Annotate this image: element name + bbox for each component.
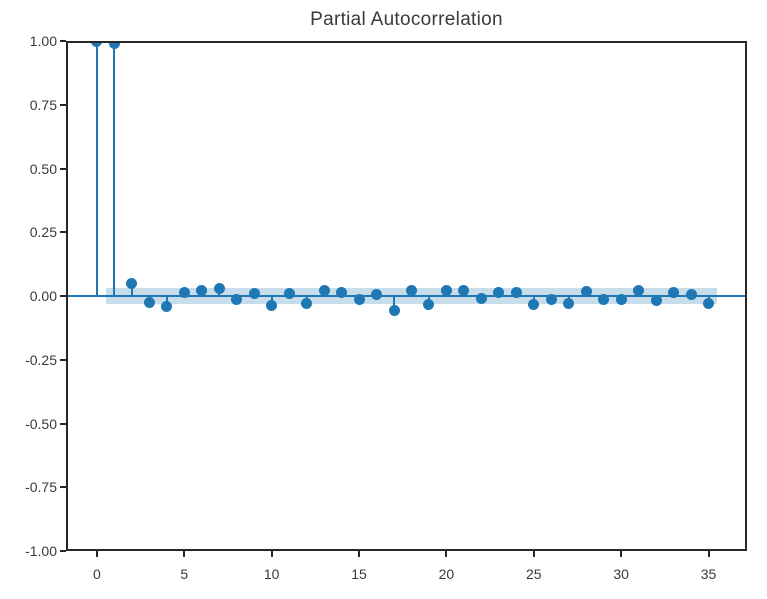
data-point-marker bbox=[388, 304, 400, 316]
stem bbox=[130, 283, 133, 296]
data-point-marker bbox=[178, 286, 190, 298]
data-point-marker bbox=[231, 294, 243, 306]
y-tick-mark bbox=[60, 422, 66, 425]
y-tick-label: -0.25 bbox=[25, 351, 57, 368]
data-point-marker bbox=[475, 293, 487, 305]
stem bbox=[95, 41, 98, 296]
plot-area bbox=[66, 41, 747, 551]
x-tick-mark bbox=[532, 551, 535, 557]
data-point-marker bbox=[108, 41, 120, 50]
y-tick-label: 1.00 bbox=[29, 33, 57, 49]
y-tick-mark bbox=[60, 103, 66, 106]
x-tick-label: 15 bbox=[351, 566, 367, 582]
y-tick-label: -0.50 bbox=[25, 415, 57, 432]
stem bbox=[113, 43, 116, 296]
data-point-marker bbox=[161, 300, 173, 312]
x-tick-label: 0 bbox=[93, 566, 101, 582]
data-point-marker bbox=[685, 289, 697, 301]
data-point-marker bbox=[318, 285, 330, 297]
y-tick-label: -0.75 bbox=[25, 479, 57, 496]
x-tick-label: 5 bbox=[180, 566, 189, 582]
data-point-marker bbox=[703, 298, 715, 310]
x-tick-mark bbox=[270, 551, 273, 557]
y-tick-mark bbox=[60, 167, 66, 170]
data-point-marker bbox=[493, 286, 505, 298]
y-tick-mark bbox=[60, 295, 66, 297]
data-point-marker bbox=[580, 286, 592, 298]
x-tick-label: 35 bbox=[700, 566, 717, 582]
data-point-marker bbox=[213, 282, 225, 294]
data-point-marker bbox=[598, 294, 610, 306]
x-tick-mark bbox=[358, 551, 361, 557]
x-tick-label: 25 bbox=[526, 566, 542, 582]
y-tick-label: -1.00 bbox=[25, 543, 57, 559]
y-tick-label: 0.00 bbox=[29, 288, 57, 304]
data-point-marker bbox=[650, 294, 662, 306]
data-point-marker bbox=[266, 299, 278, 311]
data-point-marker bbox=[563, 298, 575, 310]
x-tick-label: 30 bbox=[613, 566, 629, 582]
x-tick-label: 20 bbox=[438, 566, 455, 582]
data-point-marker bbox=[248, 287, 260, 299]
data-point-marker bbox=[301, 298, 313, 310]
y-tick-mark bbox=[60, 550, 66, 552]
data-point-marker bbox=[440, 284, 452, 296]
y-tick-mark bbox=[60, 486, 66, 489]
y-tick-mark bbox=[60, 40, 66, 42]
stem bbox=[393, 296, 395, 311]
x-tick-mark bbox=[183, 551, 186, 557]
data-point-marker bbox=[633, 285, 645, 297]
x-tick-mark bbox=[620, 551, 623, 557]
data-point-marker bbox=[510, 287, 522, 299]
zero-line bbox=[66, 295, 747, 297]
x-tick-mark bbox=[95, 551, 98, 557]
data-point-marker bbox=[353, 293, 365, 305]
data-point-marker bbox=[126, 277, 138, 289]
data-point-marker bbox=[405, 285, 417, 297]
x-tick-mark bbox=[707, 551, 710, 557]
data-point-marker bbox=[423, 298, 435, 310]
data-point-marker bbox=[143, 296, 155, 308]
data-point-marker bbox=[668, 287, 680, 299]
chart-title: Partial Autocorrelation bbox=[310, 9, 503, 30]
x-tick-label: 10 bbox=[263, 566, 280, 582]
data-point-marker bbox=[528, 299, 540, 311]
y-tick-label: 0.75 bbox=[29, 96, 57, 113]
data-point-marker bbox=[458, 285, 470, 297]
data-point-marker bbox=[283, 288, 295, 300]
data-point-marker bbox=[615, 294, 627, 306]
data-point-marker bbox=[371, 289, 383, 301]
x-tick-mark bbox=[445, 551, 448, 557]
data-point-marker bbox=[336, 287, 348, 299]
y-tick-mark bbox=[60, 231, 66, 234]
y-tick-label: 0.25 bbox=[29, 224, 57, 241]
data-point-marker bbox=[91, 41, 103, 47]
y-tick-label: 0.50 bbox=[29, 160, 57, 177]
y-tick-mark bbox=[60, 358, 66, 361]
data-point-marker bbox=[545, 293, 557, 305]
data-point-marker bbox=[196, 285, 208, 297]
